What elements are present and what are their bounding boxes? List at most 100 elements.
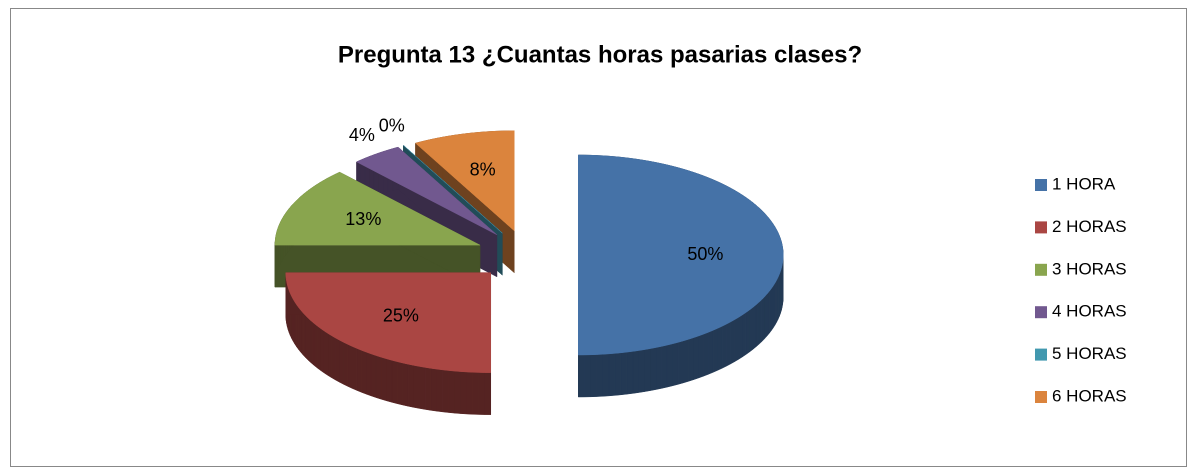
slice-side: [310, 320, 315, 367]
slice-side: [313, 323, 318, 369]
slice-top: [578, 154, 784, 356]
slice-side: [578, 354, 585, 398]
slice-side: [693, 335, 699, 380]
slice-top: [403, 145, 503, 234]
slice-side: [308, 317, 312, 364]
legend-swatch: [1035, 179, 1047, 191]
slice-side: [448, 370, 455, 414]
slice-side: [755, 301, 760, 348]
slice-side: [666, 343, 673, 388]
slice-side: [644, 348, 651, 392]
legend-label: 5 HORAS: [1052, 344, 1127, 363]
slice-side: [677, 340, 684, 385]
slice-side: [768, 287, 772, 335]
slice-side: [352, 346, 358, 391]
slice-side: [770, 285, 774, 332]
slice-side: [419, 366, 426, 410]
slice-side: [626, 351, 634, 395]
slice-side: [730, 319, 735, 365]
slice-side: [391, 359, 398, 404]
legend-label: 2 HORAS: [1052, 217, 1127, 236]
slice-side: [339, 339, 344, 385]
legend-swatch: [1035, 263, 1047, 276]
slice-side: [688, 337, 694, 382]
slice-side: [708, 329, 714, 375]
slice-side: [302, 312, 306, 359]
slice-side: [717, 325, 723, 371]
legend-swatch: [1035, 221, 1047, 234]
slice-top: [414, 130, 515, 232]
slice-side: [472, 372, 479, 415]
slice-side: [466, 371, 473, 415]
data-label: 50%: [687, 244, 723, 264]
slice-side: [460, 371, 467, 415]
slice-side: [650, 347, 657, 391]
slice-top: [285, 272, 492, 373]
slice-side: [402, 362, 409, 407]
slice-side: [323, 330, 329, 376]
legend-label: 4 HORAS: [1052, 302, 1127, 321]
legend-swatch: [1035, 348, 1047, 361]
slice-side: [584, 354, 591, 398]
slice-side: [331, 335, 336, 381]
slice-side: [721, 323, 727, 369]
slice-side: [366, 351, 372, 397]
data-label: 13%: [345, 209, 381, 229]
legend-swatch: [1035, 306, 1047, 319]
slice-side: [407, 363, 414, 408]
slice-side: [655, 346, 662, 390]
pie-slice: [578, 154, 784, 398]
slice-side: [745, 309, 750, 356]
slice-side: [327, 332, 332, 379]
slice-side: [712, 327, 718, 373]
data-label: 8%: [470, 159, 496, 179]
slice-side: [614, 352, 622, 396]
slice-side: [347, 344, 353, 389]
slice-side: [424, 367, 432, 411]
slice-side: [772, 282, 776, 329]
slice-side: [436, 368, 443, 413]
slice-side: [602, 353, 610, 397]
slice-side: [386, 358, 393, 403]
data-label: 4%: [349, 125, 375, 145]
legend-label: 1 HORA: [1052, 174, 1116, 193]
slice-side: [343, 341, 349, 387]
slice-side: [320, 328, 325, 374]
slice-side: [396, 361, 403, 406]
slice-side: [454, 370, 461, 414]
slice-side: [361, 349, 367, 395]
slice-side: [430, 368, 437, 412]
slice-top: [274, 171, 481, 246]
slice-side: [764, 293, 768, 340]
slice-side: [317, 325, 321, 372]
slice-side: [761, 296, 765, 343]
chart-title: Pregunta 13 ¿Cuantas horas pasarias clas…: [338, 41, 862, 68]
slice-side: [683, 338, 689, 384]
slice-side: [484, 372, 492, 415]
slice-side: [632, 350, 639, 394]
slice-side: [478, 372, 485, 415]
slice-side: [305, 315, 309, 361]
slice-top: [355, 146, 498, 235]
slice-side: [375, 355, 382, 400]
slice-side: [738, 314, 743, 360]
slice-side: [335, 337, 340, 383]
slice-side: [638, 349, 645, 393]
slice-side: [766, 290, 770, 337]
legend-swatch: [1035, 391, 1047, 403]
slice-side: [698, 333, 704, 379]
slice-side: [620, 351, 628, 396]
slice-side: [758, 299, 762, 345]
slice-side: [749, 307, 753, 353]
slice-side: [442, 369, 449, 413]
slice-side: [413, 365, 420, 409]
slice-side: [370, 353, 377, 398]
slice-side: [608, 353, 616, 397]
slice-side: [672, 342, 679, 387]
slice-side: [703, 331, 709, 377]
data-label: 25%: [383, 305, 419, 325]
slice-side: [596, 354, 603, 397]
slice-side: [752, 304, 757, 351]
